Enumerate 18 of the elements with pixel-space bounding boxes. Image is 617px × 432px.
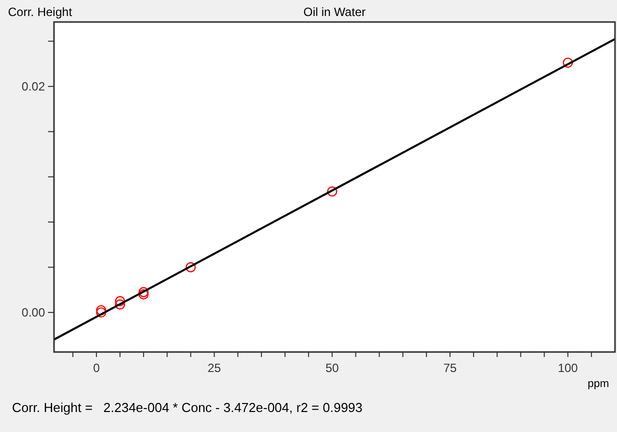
- chart-title: Oil in Water: [303, 5, 366, 19]
- x-tick-label: 0: [93, 361, 100, 375]
- x-tick-label: 100: [558, 361, 578, 375]
- point: [114, 296, 126, 306]
- x-tick-label: 25: [208, 361, 222, 375]
- y-tick-label: 0.02: [22, 79, 46, 94]
- point: [327, 186, 338, 197]
- x-tick-label: 75: [443, 361, 457, 375]
- x-axis-title: ppm: [588, 378, 609, 390]
- point: [186, 262, 196, 272]
- point: [96, 305, 106, 316]
- point: [114, 299, 126, 310]
- x-tick-label: 50: [325, 361, 340, 375]
- y-axis-title: Corr. Height: [8, 5, 73, 19]
- point: [562, 58, 573, 68]
- text: Corr. Height = 2.234e-004 * Conc - 3.472e-004, r2 = 0.9993: [12, 400, 363, 415]
- y-tick-label: 0.00: [22, 305, 46, 320]
- point: [96, 307, 106, 318]
